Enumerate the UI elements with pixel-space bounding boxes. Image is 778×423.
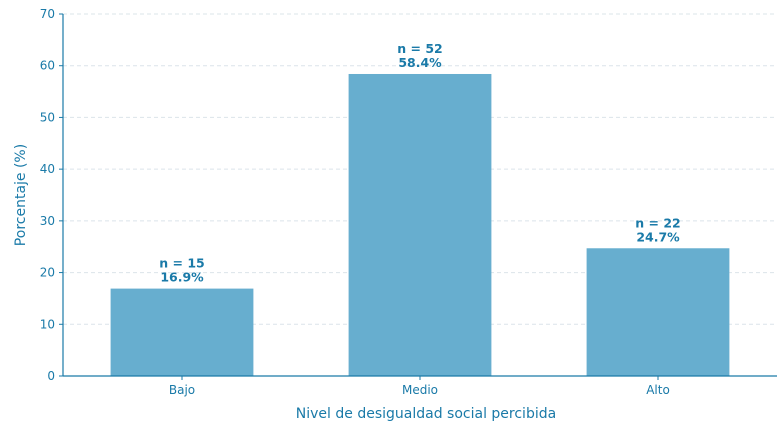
bar-medio[interactable]	[348, 73, 492, 376]
y-tick-label: 0	[47, 369, 55, 383]
bar-percent-label: 24.7%	[636, 229, 680, 244]
y-tick-label: 50	[40, 110, 55, 124]
x-tick-label: Alto	[646, 383, 670, 397]
bar-alto[interactable]	[586, 248, 730, 376]
bar-percent-label: 58.4%	[398, 55, 442, 70]
bar-percent-label: 16.9%	[160, 270, 204, 285]
y-tick-label: 30	[40, 214, 55, 228]
bar-count-label: n = 22	[635, 215, 680, 230]
y-tick-label: 20	[40, 266, 55, 280]
y-tick-label: 40	[40, 162, 55, 176]
bar-count-label: n = 15	[159, 256, 204, 271]
y-tick-label: 60	[40, 59, 55, 73]
x-tick-label: Medio	[402, 383, 438, 397]
y-axis-title: Porcentaje (%)	[13, 144, 29, 246]
y-tick-label: 10	[40, 317, 55, 331]
x-axis-title: Nivel de desigualdad social percibida	[296, 406, 556, 422]
x-tick-label: Bajo	[169, 383, 195, 397]
bar-bajo[interactable]	[110, 288, 254, 376]
y-tick-label: 70	[40, 7, 55, 21]
bar-count-label: n = 52	[397, 41, 442, 56]
x-ticks-group: Bajo Medio Alto	[169, 376, 670, 397]
bars-group	[110, 73, 730, 376]
y-ticks-group: 0 10 20 30 40 50 60 70	[40, 7, 63, 383]
